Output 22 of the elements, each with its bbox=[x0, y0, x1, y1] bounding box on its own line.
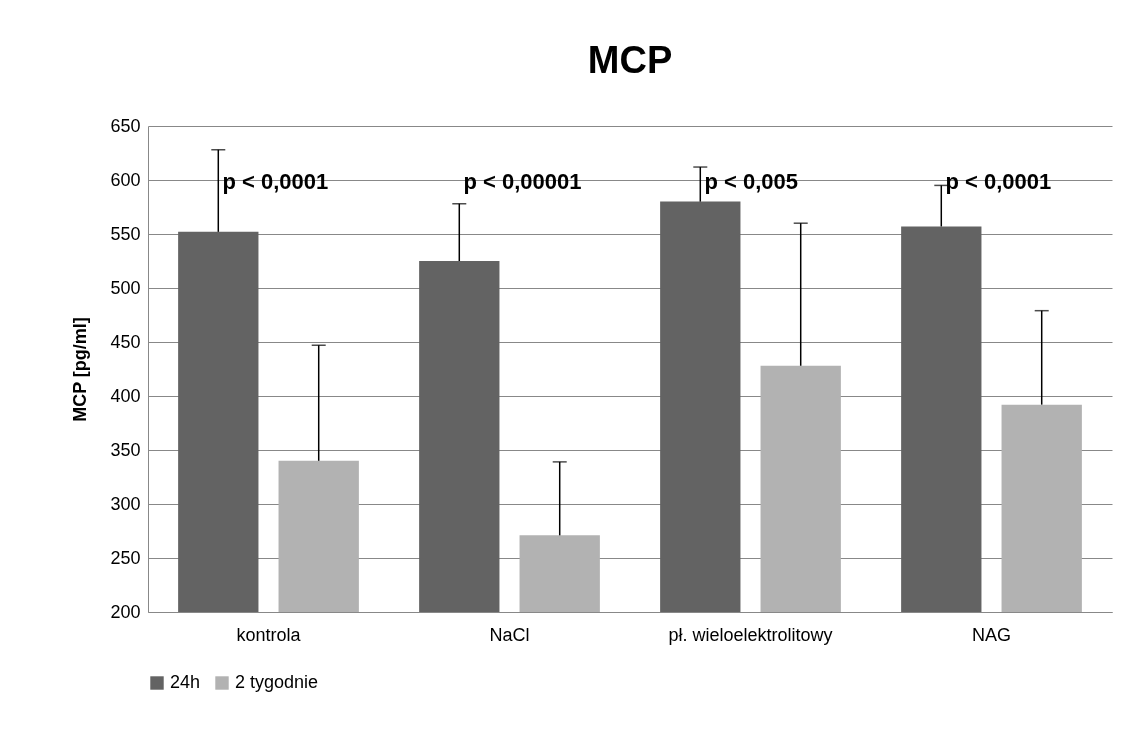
y-axis-title: MCP [pg/ml] bbox=[70, 317, 91, 422]
chart-title: MCP bbox=[587, 39, 673, 81]
y-tick-label: 200 bbox=[110, 601, 141, 622]
y-tick-label: 500 bbox=[110, 277, 141, 298]
legend-label: 24h bbox=[170, 672, 201, 692]
x-tick-label: kontrola bbox=[236, 624, 302, 645]
annotation: p < 0,005 bbox=[704, 169, 799, 194]
annotation: p < 0,0001 bbox=[945, 169, 1052, 194]
x-tick-label: NAG bbox=[971, 624, 1012, 645]
legend-label: 2 tygodnie bbox=[235, 672, 319, 692]
y-tick-label: 450 bbox=[110, 331, 141, 352]
y-tick-label: 550 bbox=[110, 223, 141, 244]
y-tick-label: 300 bbox=[110, 493, 141, 514]
y-tick-label: 600 bbox=[110, 169, 141, 190]
y-tick-label: 400 bbox=[110, 385, 141, 406]
y-tick-label: 350 bbox=[110, 439, 141, 460]
x-tick-label: NaCl bbox=[489, 624, 530, 645]
y-tick-label: 250 bbox=[110, 547, 141, 568]
annotation: p < 0,0001 bbox=[222, 169, 329, 194]
y-tick-label: 650 bbox=[110, 115, 141, 136]
annotation: p < 0,00001 bbox=[463, 169, 582, 194]
x-tick-label: pł. wieloelektrolitowy bbox=[668, 624, 833, 645]
